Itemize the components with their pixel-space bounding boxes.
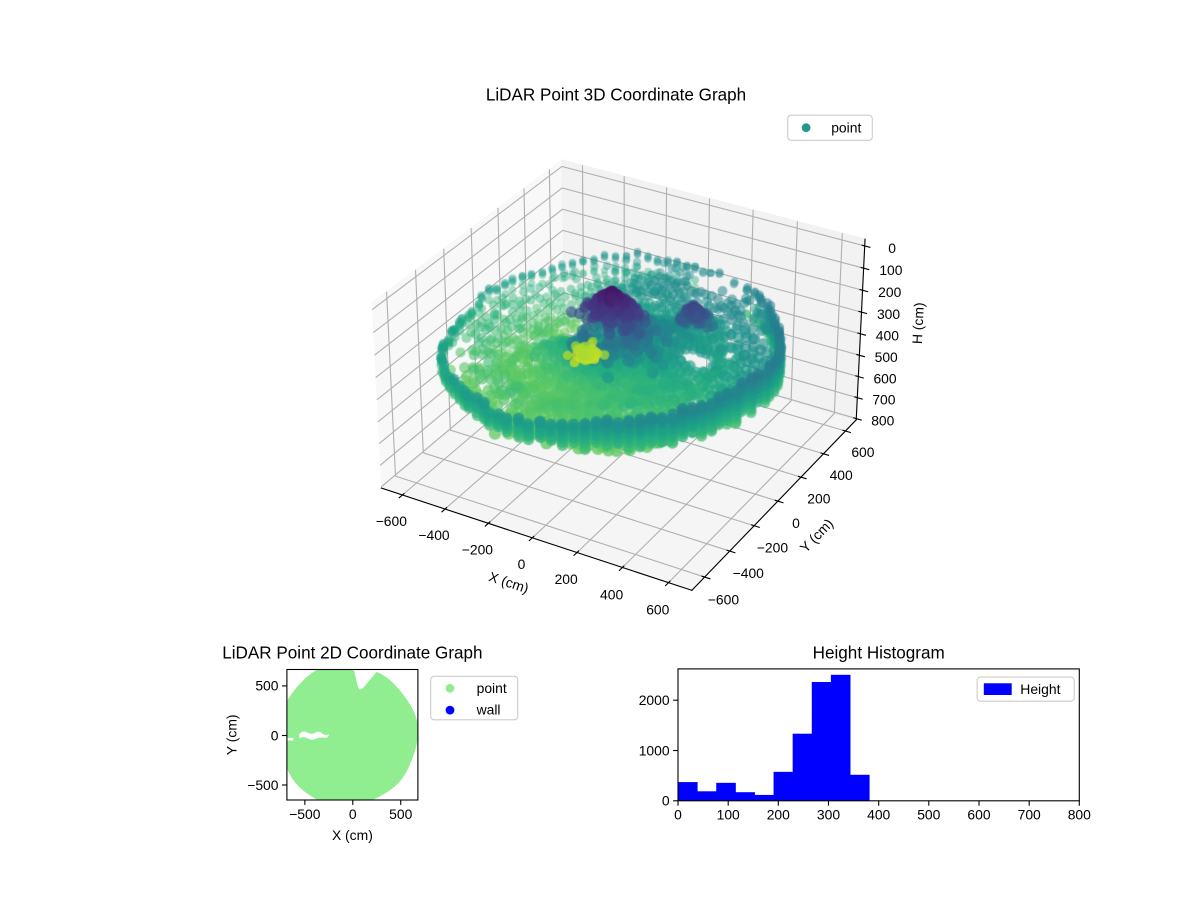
svg-text:200: 200 (767, 807, 790, 823)
svg-text:300: 300 (877, 306, 900, 322)
svg-text:point: point (831, 119, 861, 135)
svg-text:400: 400 (876, 328, 899, 344)
svg-text:200: 200 (807, 491, 830, 507)
svg-text:0: 0 (271, 727, 279, 743)
svg-text:0: 0 (888, 240, 896, 256)
svg-text:400: 400 (830, 467, 853, 483)
svg-text:100: 100 (879, 262, 902, 278)
svg-text:H (cm): H (cm) (909, 302, 927, 344)
svg-text:1000: 1000 (639, 742, 670, 758)
svg-text:600: 600 (646, 602, 669, 618)
svg-text:X (cm): X (cm) (332, 827, 373, 843)
svg-text:700: 700 (1018, 807, 1041, 823)
svg-text:100: 100 (717, 807, 740, 823)
svg-text:Y (cm): Y (cm) (224, 714, 240, 755)
svg-text:600: 600 (873, 370, 896, 386)
svg-text:0: 0 (674, 807, 682, 823)
svg-text:600: 600 (967, 807, 990, 823)
svg-text:wall: wall (476, 702, 501, 718)
svg-text:−500: −500 (289, 806, 321, 822)
svg-text:Height: Height (1020, 681, 1060, 697)
svg-text:−200: −200 (757, 540, 789, 556)
svg-text:500: 500 (917, 807, 940, 823)
svg-text:point: point (477, 680, 507, 696)
svg-text:0: 0 (518, 556, 526, 572)
svg-text:200: 200 (878, 284, 901, 300)
svg-text:−400: −400 (733, 565, 765, 581)
svg-text:0: 0 (349, 806, 357, 822)
svg-text:LiDAR Point 3D Coordinate Grap: LiDAR Point 3D Coordinate Graph (486, 86, 746, 105)
svg-text:0: 0 (662, 793, 670, 809)
svg-text:400: 400 (867, 807, 890, 823)
svg-text:Height Histogram: Height Histogram (813, 643, 945, 662)
svg-text:800: 800 (1068, 807, 1091, 823)
svg-text:LiDAR Point 2D Coordinate Grap: LiDAR Point 2D Coordinate Graph (222, 643, 482, 662)
svg-text:−200: −200 (462, 542, 494, 558)
svg-text:700: 700 (872, 391, 895, 407)
svg-text:800: 800 (871, 412, 894, 428)
svg-text:500: 500 (255, 678, 278, 694)
svg-text:0: 0 (792, 515, 800, 531)
svg-text:600: 600 (851, 444, 874, 460)
svg-text:400: 400 (600, 586, 623, 602)
svg-text:−500: −500 (247, 777, 279, 793)
svg-text:−400: −400 (418, 527, 450, 543)
svg-text:2000: 2000 (639, 692, 670, 708)
svg-text:500: 500 (875, 349, 898, 365)
svg-text:200: 200 (555, 571, 578, 587)
svg-text:300: 300 (817, 807, 840, 823)
svg-text:−600: −600 (708, 591, 740, 607)
svg-text:500: 500 (389, 806, 412, 822)
svg-text:−600: −600 (376, 513, 408, 529)
